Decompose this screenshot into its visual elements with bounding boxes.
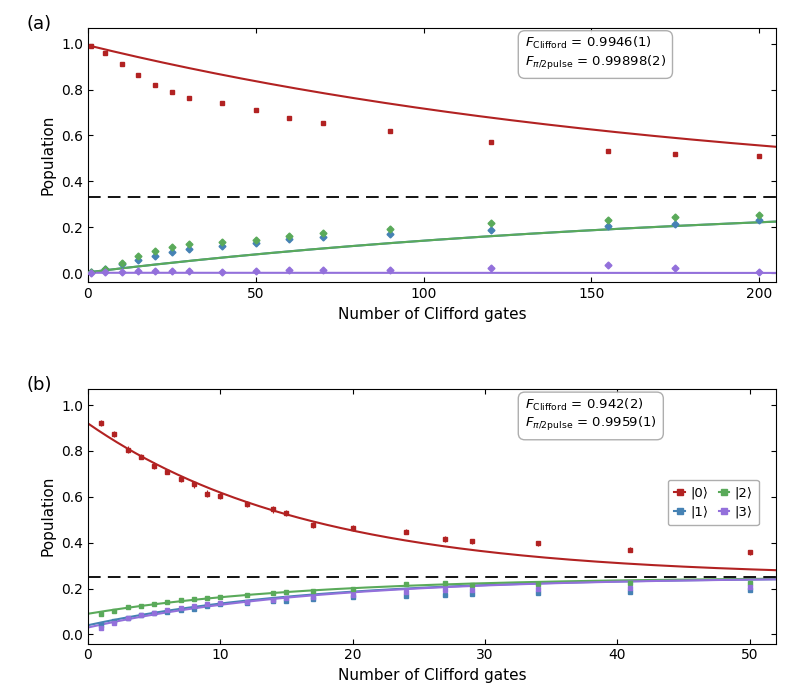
- Text: $F_{\mathrm{Clifford}}$ = 0.942(2)
$F_{\pi/2\mathrm{pulse}}$ = 0.9959(1): $F_{\mathrm{Clifford}}$ = 0.942(2) $F_{\…: [525, 397, 657, 433]
- Text: $F_{\mathrm{Clifford}}$ = 0.9946(1)
$F_{\pi/2\mathrm{pulse}}$ = 0.99898(2): $F_{\mathrm{Clifford}}$ = 0.9946(1) $F_{…: [525, 35, 666, 72]
- Y-axis label: Population: Population: [41, 476, 55, 556]
- X-axis label: Number of Clifford gates: Number of Clifford gates: [338, 668, 526, 683]
- Legend: |0⟩, |1⟩, |2⟩, |3⟩: |0⟩, |1⟩, |2⟩, |3⟩: [668, 480, 759, 525]
- Y-axis label: Population: Population: [41, 115, 55, 195]
- Text: (b): (b): [26, 376, 51, 394]
- X-axis label: Number of Clifford gates: Number of Clifford gates: [338, 307, 526, 322]
- Text: (a): (a): [26, 15, 51, 33]
